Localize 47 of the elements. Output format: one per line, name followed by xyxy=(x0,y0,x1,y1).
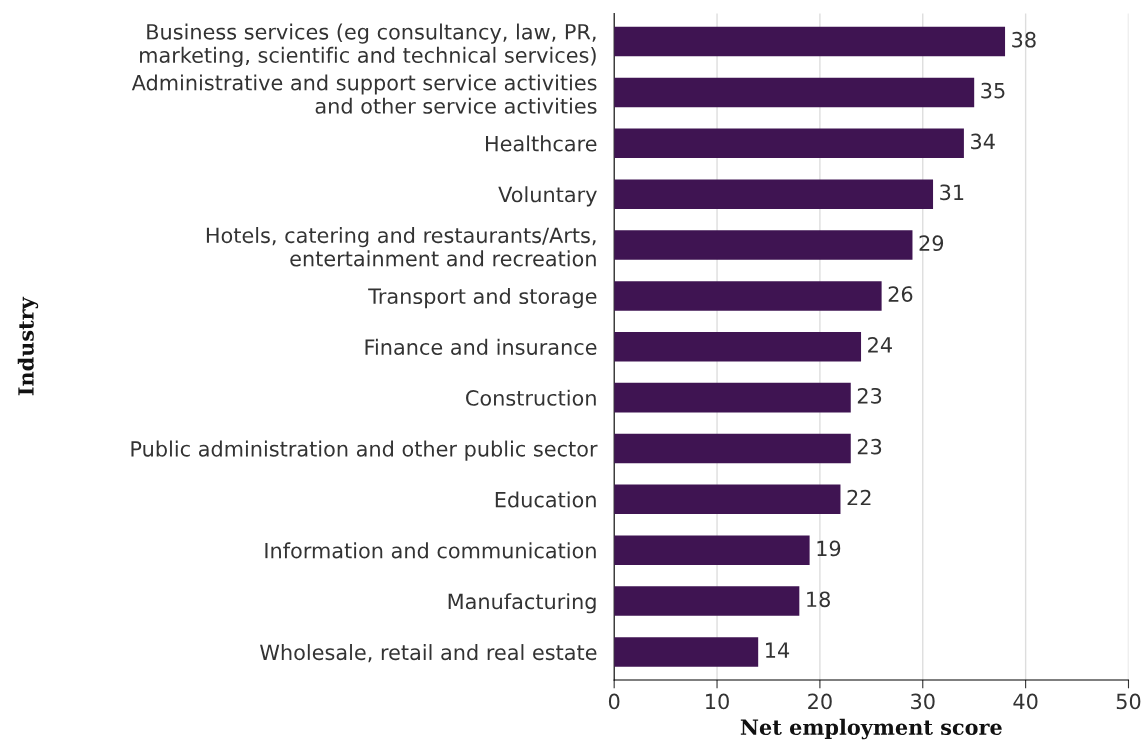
data-label: 31 xyxy=(940,184,964,201)
y-tick-label: Construction xyxy=(466,389,596,406)
data-label: 14 xyxy=(766,642,790,658)
bar xyxy=(614,179,934,209)
bar xyxy=(614,26,1006,57)
data-label: 19 xyxy=(817,540,841,557)
bar xyxy=(614,586,800,616)
data-label: 22 xyxy=(847,489,871,506)
y-tick-label: Administrative and support service activities and other service activities xyxy=(131,74,597,114)
y-tick-label: Manufacturing xyxy=(448,593,596,614)
y-tick-label: Voluntary xyxy=(498,186,597,207)
y-tick-label: Healthcare xyxy=(486,135,597,152)
y-tick-label: Hotels, catering and restaurants/Arts, entertainment and recreation xyxy=(206,227,596,267)
data-label: 24 xyxy=(868,337,892,353)
y-tick-label: Education xyxy=(495,491,596,508)
bar xyxy=(614,382,851,413)
y-axis-title: Industry xyxy=(17,296,39,396)
data-label: 38 xyxy=(1012,31,1036,48)
x-tick-label: 0 xyxy=(608,693,620,710)
x-tick-label: 10 xyxy=(706,693,729,710)
x-tick-label: 30 xyxy=(911,693,935,710)
bar xyxy=(614,484,841,515)
data-label: 23 xyxy=(857,438,882,455)
data-label: 18 xyxy=(807,591,830,608)
bar xyxy=(614,230,913,260)
x-axis-title: Net employment score xyxy=(740,718,1002,740)
bar xyxy=(614,433,851,464)
data-label: 34 xyxy=(971,133,995,150)
bar xyxy=(614,281,882,311)
bar xyxy=(614,77,975,108)
x-tick-label: 40 xyxy=(1013,693,1038,710)
y-tick-label: Transport and storage xyxy=(368,287,597,309)
bar xyxy=(614,535,810,565)
x-tick-label: 50 xyxy=(1116,693,1141,710)
data-label: 23 xyxy=(857,387,882,404)
x-tick-label: 20 xyxy=(808,693,832,710)
bar xyxy=(614,128,964,159)
data-label: 29 xyxy=(919,235,944,252)
y-tick-label: Information and communication xyxy=(265,542,596,559)
bar xyxy=(614,637,759,667)
data-label: 35 xyxy=(981,82,1005,99)
y-tick-label: Business services (eg consultancy, law, PR, marketing, scientific and technical services) xyxy=(140,23,596,68)
data-label: 26 xyxy=(888,286,913,302)
y-tick-label: Public administration and other public sector xyxy=(131,440,598,461)
y-tick-label: Wholesale, retail and real estate xyxy=(260,644,597,663)
y-tick-label: Finance and insurance xyxy=(365,338,597,355)
bar xyxy=(614,332,862,362)
